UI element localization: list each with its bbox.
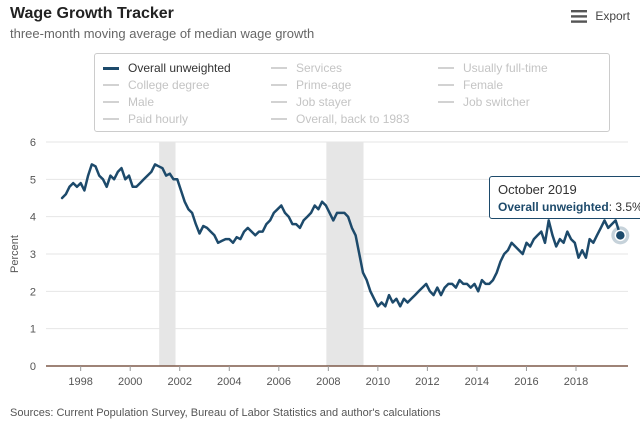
legend-swatch bbox=[271, 67, 287, 69]
y-tick-label: 0 bbox=[30, 361, 36, 373]
legend-swatch bbox=[271, 118, 287, 120]
y-tick-label: 1 bbox=[30, 324, 36, 336]
y-tick-label: 5 bbox=[30, 174, 36, 186]
x-tick-label: 2000 bbox=[118, 376, 142, 388]
legend-item-usually-full-time[interactable]: Usually full-time bbox=[438, 61, 548, 75]
legend-label: Job stayer bbox=[296, 95, 352, 109]
legend-item-paid-hourly[interactable]: Paid hourly bbox=[103, 112, 188, 126]
x-tick-label: 2012 bbox=[415, 376, 439, 388]
legend-swatch bbox=[103, 101, 119, 103]
legend-label: Paid hourly bbox=[128, 112, 189, 126]
legend-label: Overall unweighted bbox=[128, 61, 231, 75]
menu-icon bbox=[571, 9, 588, 23]
legend-swatch bbox=[103, 118, 119, 120]
legend-item-job-stayer[interactable]: Job stayer bbox=[271, 95, 351, 109]
legend-label: Job switcher bbox=[463, 95, 530, 109]
chart-subtitle: three-month moving average of median wag… bbox=[10, 26, 315, 41]
x-tick-label: 2004 bbox=[217, 376, 241, 388]
export-button[interactable]: Export bbox=[571, 9, 630, 23]
source-note: Sources: Current Population Survey, Bure… bbox=[10, 407, 441, 419]
y-axis-label: Percent bbox=[9, 235, 21, 273]
legend-swatch bbox=[103, 66, 119, 70]
x-tick-label: 2002 bbox=[167, 376, 191, 388]
legend-item-overall-unweighted[interactable]: Overall unweighted bbox=[103, 61, 231, 75]
legend-label: Female bbox=[463, 78, 504, 92]
y-tick-label: 2 bbox=[30, 286, 36, 298]
legend-swatch bbox=[271, 101, 287, 103]
y-tick-label: 6 bbox=[30, 137, 36, 149]
chart-title: Wage Growth Tracker bbox=[10, 5, 174, 22]
legend-label: Services bbox=[296, 61, 343, 75]
tooltip-value: 3.5% bbox=[615, 200, 640, 214]
x-tick-label: 2014 bbox=[465, 376, 489, 388]
legend-item-overall-back-to-1983[interactable]: Overall, back to 1983 bbox=[271, 112, 409, 126]
hover-point-marker bbox=[614, 229, 627, 242]
legend-swatch bbox=[438, 101, 454, 103]
legend-item-female[interactable]: Female bbox=[438, 78, 503, 92]
export-label: Export bbox=[595, 9, 630, 23]
legend-item-male[interactable]: Male bbox=[103, 95, 154, 109]
tooltip-date: October 2019 bbox=[498, 182, 577, 197]
legend: Overall unweighted Services Usually full… bbox=[94, 53, 610, 132]
x-tick-label: 1998 bbox=[68, 376, 92, 388]
x-tick-label: 2018 bbox=[564, 376, 588, 388]
legend-label: Male bbox=[128, 95, 155, 109]
legend-label: College degree bbox=[128, 78, 210, 92]
series-line-overall-unweighted bbox=[60, 163, 622, 308]
y-tick-label: 3 bbox=[30, 249, 36, 261]
x-tick-label: 2008 bbox=[316, 376, 340, 388]
x-tick-label: 2016 bbox=[514, 376, 538, 388]
legend-swatch bbox=[103, 84, 119, 86]
legend-swatch bbox=[271, 84, 287, 86]
legend-label: Prime-age bbox=[296, 78, 352, 92]
legend-swatch bbox=[438, 84, 454, 86]
chart-tooltip: October 2019 Overall unweighted: 3.5% bbox=[489, 176, 640, 219]
x-tick-label: 2010 bbox=[366, 376, 390, 388]
legend-item-job-switcher[interactable]: Job switcher bbox=[438, 95, 530, 109]
legend-item-prime-age[interactable]: Prime-age bbox=[271, 78, 351, 92]
y-tick-label: 4 bbox=[30, 212, 36, 224]
legend-item-services[interactable]: Services bbox=[271, 61, 342, 75]
legend-swatch bbox=[438, 67, 454, 69]
x-tick-label: 2006 bbox=[267, 376, 291, 388]
legend-label: Overall, back to 1983 bbox=[296, 112, 410, 126]
legend-label: Usually full-time bbox=[463, 61, 548, 75]
legend-item-college-degree[interactable]: College degree bbox=[103, 78, 209, 92]
tooltip-series-name: Overall unweighted bbox=[498, 200, 609, 214]
